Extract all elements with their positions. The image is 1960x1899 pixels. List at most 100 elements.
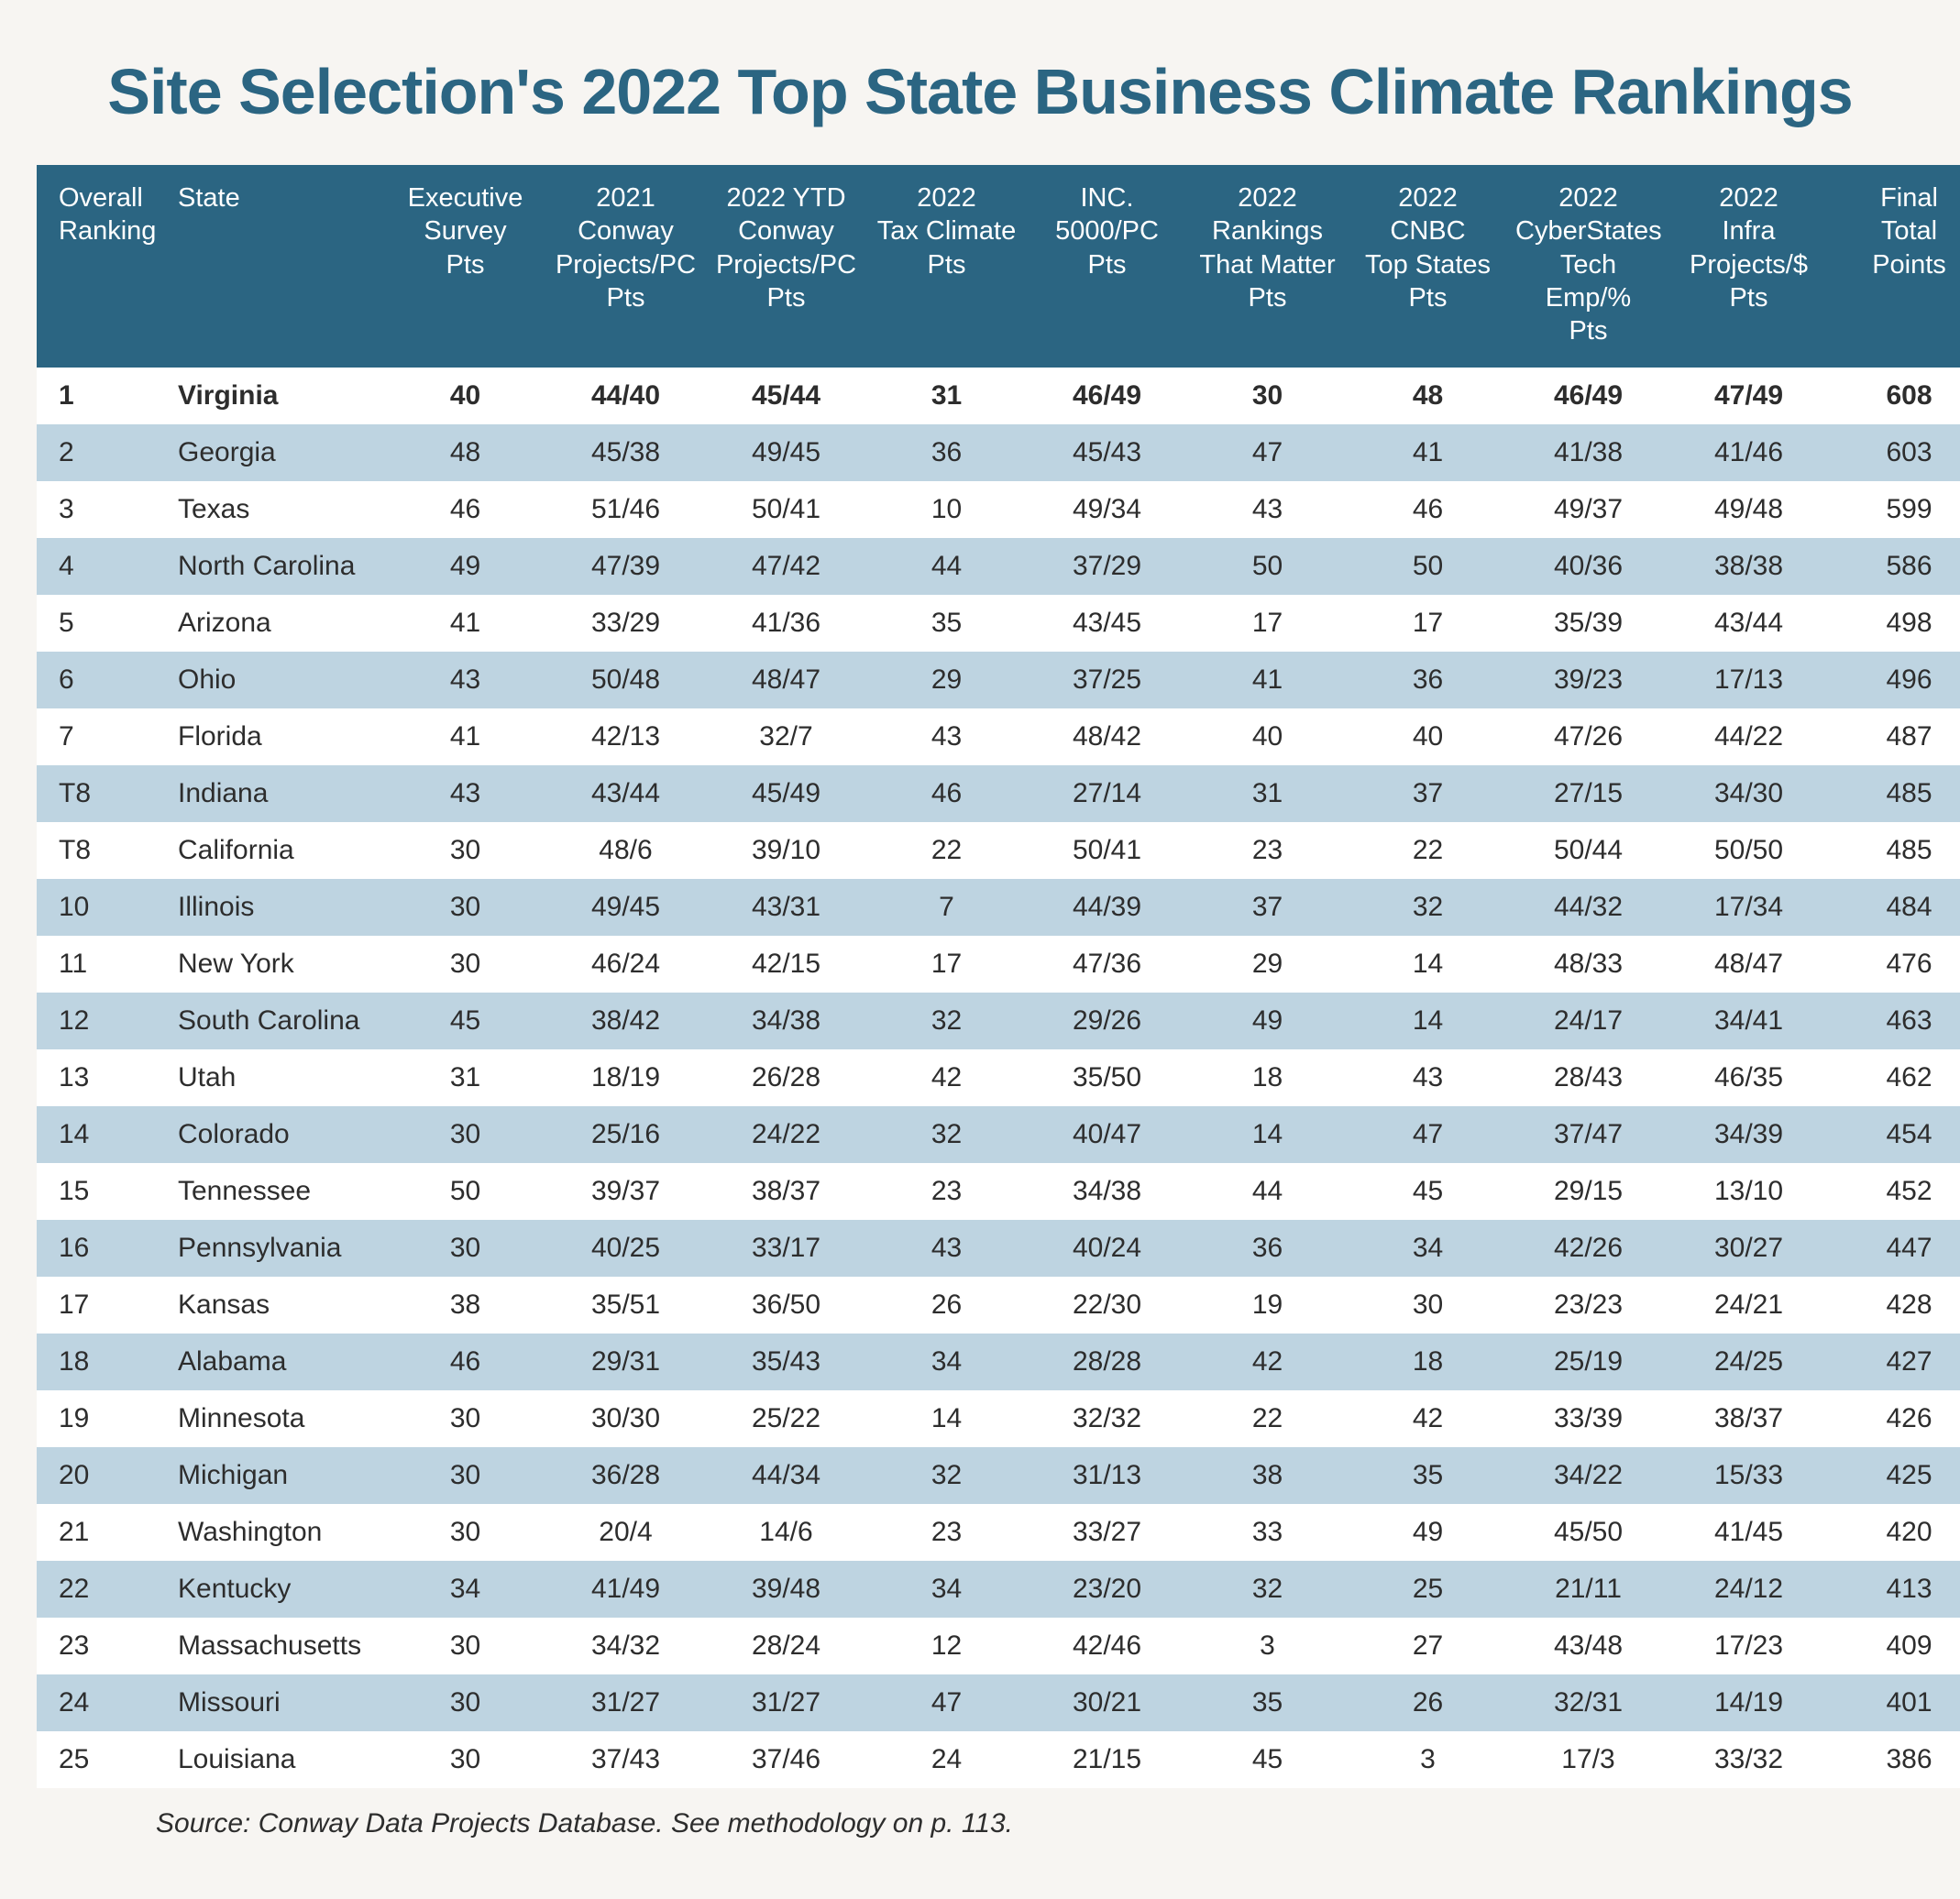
cell-cnbc: 49 <box>1348 1504 1508 1561</box>
col-header-c2021: 2021ConwayProjects/PCPts <box>545 165 706 368</box>
table-row: 1Virginia4044/4045/443146/49304846/4947/… <box>37 368 1960 424</box>
col-header-state: State <box>156 165 385 368</box>
cell-exec: 43 <box>385 765 545 822</box>
table-row: 24Missouri3031/2731/274730/21352632/3114… <box>37 1674 1960 1731</box>
cell-c2021: 50/48 <box>545 652 706 708</box>
cell-c2021: 48/6 <box>545 822 706 879</box>
cell-cyber: 46/49 <box>1508 368 1668 424</box>
cell-tax: 29 <box>866 652 1027 708</box>
cell-state: California <box>156 822 385 879</box>
cell-exec: 48 <box>385 424 545 481</box>
cell-rtm: 42 <box>1187 1334 1348 1390</box>
cell-rank: 4 <box>37 538 156 595</box>
cell-tax: 22 <box>866 822 1027 879</box>
cell-c2021: 41/49 <box>545 1561 706 1618</box>
cell-tax: 43 <box>866 1220 1027 1277</box>
cell-rank: 23 <box>37 1618 156 1674</box>
cell-cnbc: 18 <box>1348 1334 1508 1390</box>
col-header-line: 2022 <box>1558 183 1618 213</box>
cell-cyber: 23/23 <box>1508 1277 1668 1334</box>
cell-exec: 30 <box>385 936 545 993</box>
cell-exec: 50 <box>385 1163 545 1220</box>
cell-c2021: 34/32 <box>545 1618 706 1674</box>
cell-rank: 22 <box>37 1561 156 1618</box>
cell-state: Kentucky <box>156 1561 385 1618</box>
cell-rtm: 47 <box>1187 424 1348 481</box>
col-header-line: That Matter <box>1199 250 1335 280</box>
cell-cnbc: 27 <box>1348 1618 1508 1674</box>
col-header-rtm: 2022RankingsThat MatterPts <box>1187 165 1348 368</box>
cell-inc: 40/24 <box>1027 1220 1187 1277</box>
cell-rtm: 49 <box>1187 993 1348 1049</box>
cell-exec: 46 <box>385 1334 545 1390</box>
cell-rank: 16 <box>37 1220 156 1277</box>
cell-c2021: 49/45 <box>545 879 706 936</box>
cell-infra: 49/48 <box>1668 481 1829 538</box>
col-header-cyber: 2022CyberStatesTech Emp/%Pts <box>1508 165 1668 368</box>
cell-state: Missouri <box>156 1674 385 1731</box>
cell-cyber: 41/38 <box>1508 424 1668 481</box>
cell-total: 462 <box>1829 1049 1960 1106</box>
page-title: Site Selection's 2022 Top State Business… <box>37 55 1923 128</box>
col-header-line: Projects/PC <box>716 250 856 280</box>
cell-infra: 34/30 <box>1668 765 1829 822</box>
cell-rank: 20 <box>37 1447 156 1504</box>
cell-total: 428 <box>1829 1277 1960 1334</box>
cell-cyber: 25/19 <box>1508 1334 1668 1390</box>
cell-tax: 32 <box>866 993 1027 1049</box>
cell-c2021: 36/28 <box>545 1447 706 1504</box>
cell-state: Michigan <box>156 1447 385 1504</box>
cell-cyber: 44/32 <box>1508 879 1668 936</box>
cell-infra: 17/34 <box>1668 879 1829 936</box>
table-row: 11New York3046/2442/151747/36291448/3348… <box>37 936 1960 993</box>
cell-state: Florida <box>156 708 385 765</box>
cell-state: Massachusetts <box>156 1618 385 1674</box>
cell-rtm: 40 <box>1187 708 1348 765</box>
table-header: OverallRankingStateExecutiveSurveyPts202… <box>37 165 1960 368</box>
cell-exec: 41 <box>385 708 545 765</box>
cell-cyber: 24/17 <box>1508 993 1668 1049</box>
cell-c2022: 49/45 <box>706 424 866 481</box>
cell-rtm: 32 <box>1187 1561 1348 1618</box>
cell-cnbc: 17 <box>1348 595 1508 652</box>
cell-infra: 24/25 <box>1668 1334 1829 1390</box>
cell-total: 599 <box>1829 481 1960 538</box>
col-header-line: Pts <box>1088 250 1127 280</box>
cell-cyber: 27/15 <box>1508 765 1668 822</box>
cell-exec: 30 <box>385 879 545 936</box>
cell-cyber: 28/43 <box>1508 1049 1668 1106</box>
cell-c2022: 26/28 <box>706 1049 866 1106</box>
cell-cnbc: 41 <box>1348 424 1508 481</box>
cell-cnbc: 32 <box>1348 879 1508 936</box>
cell-infra: 13/10 <box>1668 1163 1829 1220</box>
cell-rtm: 50 <box>1187 538 1348 595</box>
table-row: 18Alabama4629/3135/433428/28421825/1924/… <box>37 1334 1960 1390</box>
cell-cyber: 21/11 <box>1508 1561 1668 1618</box>
cell-c2021: 43/44 <box>545 765 706 822</box>
cell-c2021: 18/19 <box>545 1049 706 1106</box>
table-row: 19Minnesota3030/3025/221432/32224233/393… <box>37 1390 1960 1447</box>
cell-cyber: 40/36 <box>1508 538 1668 595</box>
cell-rtm: 36 <box>1187 1220 1348 1277</box>
cell-inc: 35/50 <box>1027 1049 1187 1106</box>
cell-state: Indiana <box>156 765 385 822</box>
cell-tax: 12 <box>866 1618 1027 1674</box>
cell-tax: 43 <box>866 708 1027 765</box>
cell-c2021: 29/31 <box>545 1334 706 1390</box>
cell-total: 401 <box>1829 1674 1960 1731</box>
cell-inc: 31/13 <box>1027 1447 1187 1504</box>
col-header-line: Overall <box>59 183 143 213</box>
cell-tax: 47 <box>866 1674 1027 1731</box>
cell-c2022: 50/41 <box>706 481 866 538</box>
cell-inc: 37/29 <box>1027 538 1187 595</box>
cell-total: 413 <box>1829 1561 1960 1618</box>
cell-total: 427 <box>1829 1334 1960 1390</box>
cell-c2021: 47/39 <box>545 538 706 595</box>
cell-rank: 11 <box>37 936 156 993</box>
cell-infra: 41/45 <box>1668 1504 1829 1561</box>
cell-infra: 33/32 <box>1668 1731 1829 1788</box>
cell-tax: 17 <box>866 936 1027 993</box>
cell-state: Virginia <box>156 368 385 424</box>
table-row: 4North Carolina4947/3947/424437/29505040… <box>37 538 1960 595</box>
col-header-line: Pts <box>607 283 645 313</box>
